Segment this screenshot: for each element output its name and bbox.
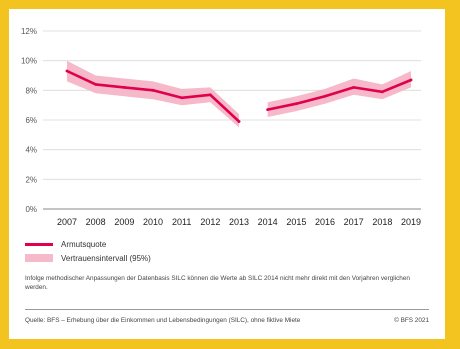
- x-tick-label: 2009: [114, 217, 134, 227]
- confidence-band-segment-1: [67, 60, 239, 128]
- methodology-note: Infolge methodischer Anpassungen der Dat…: [25, 275, 410, 291]
- legend-label-line: Armutsquote: [61, 239, 107, 249]
- data-point: [208, 93, 212, 97]
- x-tick-label: 2011: [172, 217, 191, 227]
- x-tick-label: 2019: [401, 217, 421, 227]
- copyright: © BFS 2021: [394, 317, 429, 324]
- source-note: Quelle: BFS – Erhebung über die Einkomme…: [25, 317, 301, 324]
- chart-card: 0% 2% 4% 6% 8% 10% 12% 2007 2008 2009 2010 2011 2012…: [9, 9, 445, 339]
- x-tick-label: 2015: [286, 217, 306, 227]
- data-point: [180, 96, 184, 100]
- data-point: [122, 85, 126, 89]
- legend-line-swatch: [25, 242, 53, 246]
- y-tick-label: 12%: [21, 27, 37, 36]
- legend-item-line: Armutsquote: [25, 237, 151, 251]
- data-point: [151, 88, 155, 92]
- y-tick-label: 4%: [25, 146, 37, 155]
- legend-label-band: Vertrauensintervall (95%): [61, 253, 151, 263]
- poverty-rate-chart: 0% 2% 4% 6% 8% 10% 12% 2007 2008 2009 2010 2011 2012…: [21, 27, 421, 227]
- y-tick-label: 6%: [25, 116, 37, 125]
- y-tick-label: 8%: [25, 86, 37, 95]
- data-point: [65, 69, 69, 73]
- y-tick-label: 0%: [25, 205, 37, 214]
- y-tick-label: 2%: [25, 175, 37, 184]
- legend-item-band: Vertrauensintervall (95%): [25, 251, 151, 265]
- data-point: [266, 108, 270, 112]
- x-tick-label: 2016: [315, 217, 335, 227]
- confidence-band-segment-2: [267, 71, 411, 117]
- legend: Armutsquote Vertrauensintervall (95%): [25, 237, 151, 265]
- x-tick-label: 2007: [57, 217, 77, 227]
- legend-band-swatch: [25, 254, 53, 262]
- x-tick-label: 2008: [86, 217, 106, 227]
- data-point: [380, 90, 384, 94]
- y-tick-label: 10%: [21, 57, 37, 66]
- x-tick-label: 2014: [258, 217, 278, 227]
- data-point: [352, 85, 356, 89]
- x-tick-label: 2013: [229, 217, 249, 227]
- divider: [25, 309, 429, 310]
- x-tick-label: 2012: [200, 217, 220, 227]
- poverty-rate-line-segment-2: [266, 78, 413, 111]
- x-tick-label: 2017: [344, 217, 364, 227]
- data-point: [409, 78, 413, 82]
- data-point: [94, 83, 98, 86]
- x-tick-label: 2018: [372, 217, 392, 227]
- data-point: [294, 102, 298, 106]
- x-tick-label: 2010: [143, 217, 163, 227]
- data-point: [323, 94, 327, 98]
- data-point: [237, 120, 241, 123]
